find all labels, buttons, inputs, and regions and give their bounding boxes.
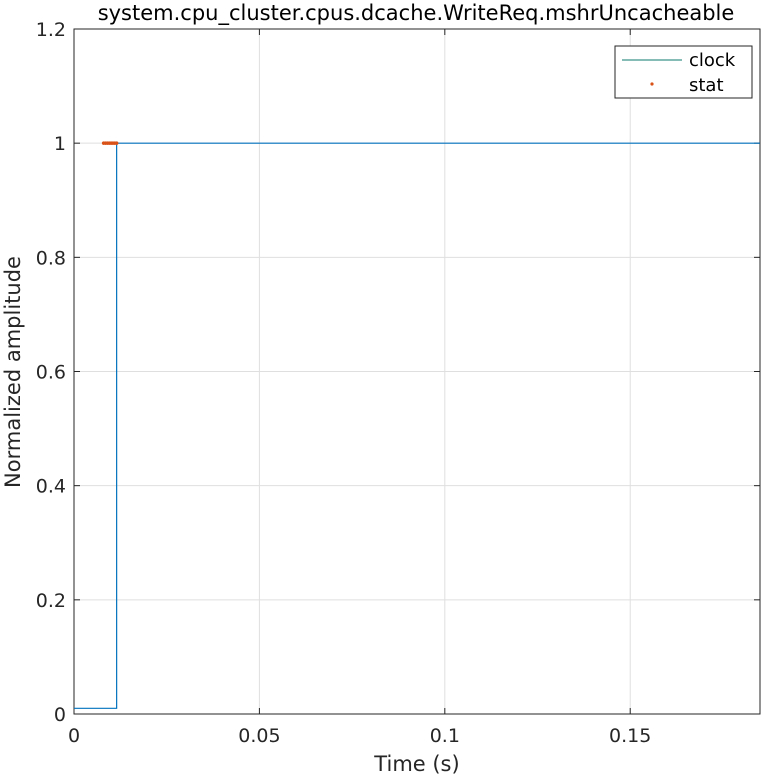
legend-box — [614, 45, 753, 99]
x-tick-label: 0.05 — [238, 725, 280, 747]
y-tick-label: 0.6 — [36, 362, 66, 384]
x-tick-label: 0.1 — [430, 725, 460, 747]
grid — [74, 29, 760, 714]
legend-clock-label: clock — [689, 50, 736, 71]
y-tick-label: 1.2 — [36, 19, 66, 41]
series-point-stat — [114, 141, 119, 145]
x-axis-label: Time (s) — [373, 752, 459, 776]
y-axis-label: Normalized amplitude — [1, 256, 25, 488]
y-axis: 0 0.2 0.4 0.6 0.8 1 1.2 — [36, 19, 760, 726]
y-tick-label: 0 — [54, 704, 66, 726]
legend: clock stat — [614, 45, 753, 99]
y-tick-label: 0.2 — [36, 590, 66, 612]
y-tick-label: 0.8 — [36, 247, 66, 269]
x-axis: 0 0.05 0.1 0.15 — [68, 29, 651, 747]
x-tick-label: 0.15 — [609, 725, 651, 747]
series-line-clock — [74, 142, 760, 709]
series-layer — [74, 141, 760, 709]
legend-stat-label: stat — [689, 75, 724, 96]
y-tick-label: 0.4 — [36, 476, 66, 498]
legend-stat-swatch — [650, 82, 654, 86]
y-tick-label: 1 — [54, 133, 66, 155]
chart-title: system.cpu_cluster.cpus.dcache.WriteReq.… — [98, 1, 735, 26]
x-tick-label: 0 — [68, 725, 80, 747]
